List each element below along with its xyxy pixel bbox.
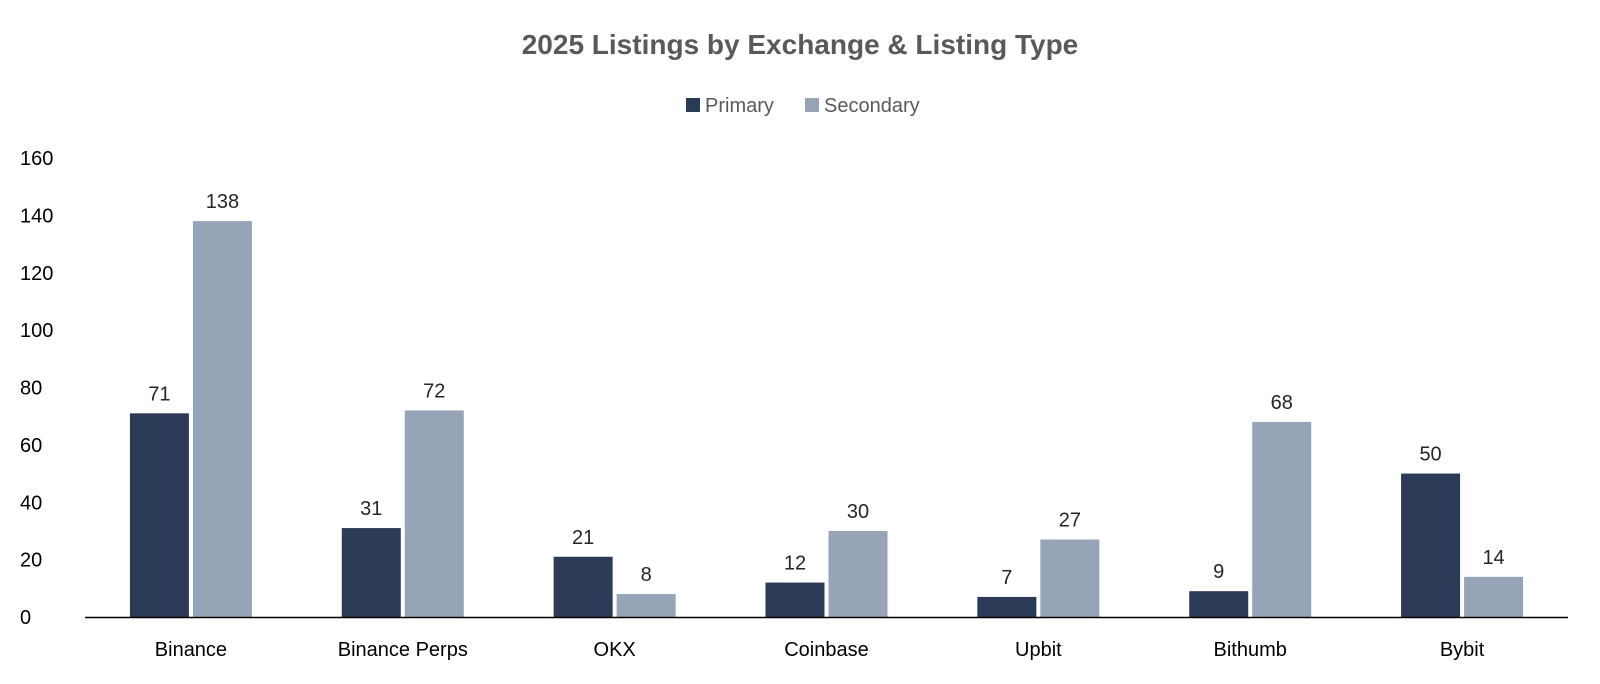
x-axis: Binance Binance Perps OKX Coinbase Upbit Bith… [155, 639, 1485, 661]
bar-primary-binance [129, 413, 189, 617]
bar-primary-bybit [1401, 473, 1461, 617]
data-label: 9 [1213, 561, 1224, 583]
bar-group [129, 221, 1524, 618]
data-label: 14 [1482, 547, 1504, 569]
bar-secondary-okx [616, 594, 676, 617]
x-tick-label: Binance Perps [338, 639, 468, 661]
bar-secondary-binance-perps [404, 410, 464, 617]
data-label: 12 [784, 553, 806, 575]
data-label: 31 [360, 498, 382, 520]
bar-secondary-bybit [1464, 576, 1524, 617]
data-label: 21 [572, 527, 594, 549]
bar-primary-coinbase [765, 582, 825, 617]
data-label: 27 [1059, 510, 1081, 532]
chart-title: 2025 Listings by Exchange & Listing Type [522, 29, 1079, 60]
chart-legend: Primary Secondary [686, 95, 920, 117]
bar-primary-bithumb [1189, 591, 1249, 617]
x-tick-label: OKX [594, 639, 636, 661]
y-tick-label: 80 [20, 378, 42, 400]
y-axis: 0 20 40 60 80 100 120 140 160 [20, 148, 53, 629]
legend-label-primary: Primary [705, 95, 774, 117]
x-tick-label: Coinbase [784, 639, 869, 661]
y-tick-label: 60 [20, 435, 42, 457]
y-tick-label: 100 [20, 320, 53, 342]
y-tick-label: 0 [20, 607, 31, 629]
bar-secondary-coinbase [828, 530, 888, 617]
data-labels: 71 138 31 72 21 8 12 30 7 27 9 68 50 14 [148, 191, 1504, 589]
bar-primary-binance-perps [341, 528, 401, 617]
y-tick-label: 120 [20, 263, 53, 285]
y-tick-label: 40 [20, 492, 42, 514]
data-label: 72 [423, 380, 445, 402]
y-tick-label: 160 [20, 148, 53, 170]
bar-secondary-upbit [1040, 539, 1100, 617]
data-label: 138 [206, 191, 239, 213]
data-label: 30 [847, 501, 869, 523]
data-label: 8 [641, 564, 652, 586]
bar-primary-upbit [977, 596, 1037, 617]
data-label: 7 [1001, 567, 1012, 589]
bar-primary-okx [553, 556, 613, 617]
legend-label-secondary: Secondary [824, 95, 920, 117]
x-tick-label: Bybit [1440, 639, 1485, 661]
legend-swatch-secondary [805, 98, 819, 112]
bar-secondary-binance [192, 221, 252, 618]
y-tick-label: 20 [20, 550, 42, 572]
y-tick-label: 140 [20, 205, 53, 227]
data-label: 71 [148, 383, 170, 405]
legend-swatch-primary [686, 98, 700, 112]
x-tick-label: Bithumb [1214, 639, 1287, 661]
data-label: 68 [1271, 392, 1293, 414]
data-label: 50 [1419, 444, 1441, 466]
x-tick-label: Binance [155, 639, 227, 661]
bar-secondary-bithumb [1252, 421, 1312, 617]
x-tick-label: Upbit [1015, 639, 1062, 661]
